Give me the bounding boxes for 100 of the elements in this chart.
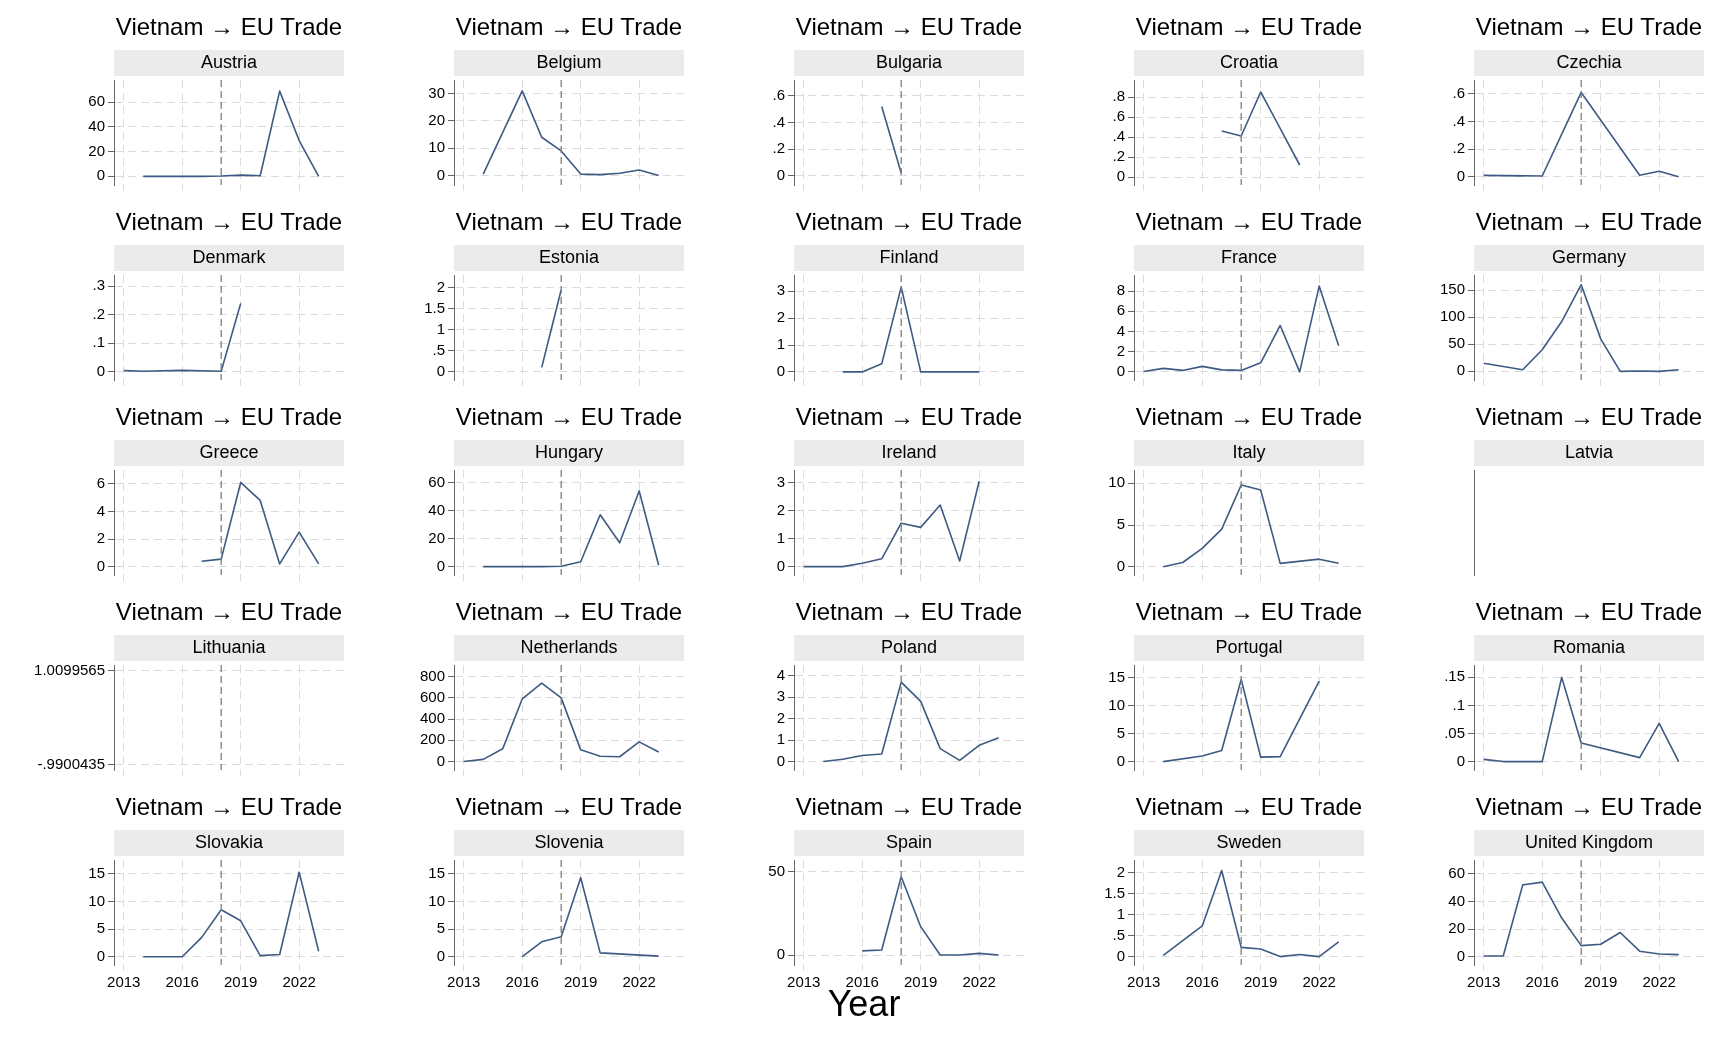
chart-title: Vietnam → EU Trade: [1135, 12, 1363, 40]
y-tick-label: 0: [96, 166, 105, 184]
chart-title: Vietnam → EU Trade: [115, 597, 343, 625]
y-tick-label: 3: [776, 687, 785, 705]
x-tick-label: 2022: [962, 973, 996, 991]
chart-subtitle: Sweden: [1216, 831, 1282, 852]
chart-title: Vietnam → EU Trade: [115, 12, 343, 40]
y-tick-label: 2: [1116, 862, 1125, 880]
y-tick-label: 1.5: [1104, 883, 1125, 901]
y-tick-label: 0: [1456, 751, 1465, 769]
chart-title: Vietnam → EU Trade: [1135, 792, 1363, 820]
y-tick-label: 3: [776, 472, 785, 490]
y-tick-label: 0: [1116, 167, 1125, 185]
chart-title: Vietnam → EU Trade: [115, 207, 343, 235]
chart-title: Vietnam → EU Trade: [795, 792, 1023, 820]
y-tick-label: 15: [1108, 667, 1125, 685]
chart-subtitle: Slovenia: [534, 831, 605, 852]
y-tick-label: 600: [419, 688, 445, 706]
y-tick-label: 0: [776, 165, 785, 183]
chart-subtitle: Romania: [1552, 636, 1626, 657]
y-tick-label: .2: [1112, 147, 1125, 165]
y-tick-label: 1: [776, 730, 785, 748]
y-tick-label: 200: [419, 730, 445, 748]
y-tick-label: .4: [1112, 127, 1125, 145]
chart-title: Vietnam → EU Trade: [455, 597, 683, 625]
x-tick-label: 2016: [1185, 973, 1219, 991]
y-tick-label: 0: [96, 556, 105, 574]
y-tick-label: 0: [1116, 946, 1125, 964]
chart-title: Vietnam → EU Trade: [455, 207, 683, 235]
x-tick-label: 2016: [845, 973, 879, 991]
chart-subtitle: Lithuania: [192, 636, 267, 657]
y-tick-label: 20: [428, 528, 445, 546]
chart-subtitle: United Kingdom: [1524, 831, 1654, 852]
x-tick-label: 2013: [107, 973, 141, 991]
x-tick-label: 2022: [622, 973, 656, 991]
chart-title: Vietnam → EU Trade: [1135, 207, 1363, 235]
y-tick-label: 5: [96, 919, 105, 937]
y-tick-label: .5: [432, 340, 445, 358]
chart-subtitle: Finland: [879, 246, 939, 267]
x-tick-label: 2013: [447, 973, 481, 991]
y-tick-label: 0: [776, 945, 785, 963]
chart-subtitle: Belgium: [536, 51, 602, 72]
y-tick-label: 0: [436, 946, 445, 964]
y-tick-label: 50: [1448, 334, 1465, 352]
y-tick-label: .3: [92, 276, 105, 294]
y-tick-label: 0: [1116, 751, 1125, 769]
y-tick-label: 0: [1456, 361, 1465, 379]
y-tick-label: 800: [419, 666, 445, 684]
y-tick-label: 0: [1456, 946, 1465, 964]
y-tick-label: 60: [88, 92, 105, 110]
y-tick-label: .5: [1112, 925, 1125, 943]
y-tick-label: 30: [428, 83, 445, 101]
x-tick-label: 2022: [1642, 973, 1676, 991]
y-tick-label: 6: [96, 473, 105, 491]
chart-title: Vietnam → EU Trade: [115, 402, 343, 430]
x-tick-label: 2022: [1302, 973, 1336, 991]
y-tick-label: 4: [776, 665, 785, 683]
y-tick-label: 0: [96, 946, 105, 964]
y-tick-label: 1.5: [424, 298, 445, 316]
y-tick-label: 3: [776, 281, 785, 299]
chart-title: Vietnam → EU Trade: [795, 12, 1023, 40]
y-tick-label: 60: [428, 472, 445, 490]
x-tick-label: 2019: [904, 973, 938, 991]
chart-subtitle: Bulgaria: [875, 51, 944, 72]
x-tick-label: 2016: [1525, 973, 1559, 991]
y-tick-label: .6: [772, 86, 785, 104]
y-tick-label: 1: [436, 319, 445, 337]
y-tick-label: 8: [1116, 281, 1125, 299]
x-tick-label: 2013: [787, 973, 821, 991]
chart-subtitle: Netherlands: [520, 636, 618, 657]
y-tick-label: 2: [776, 500, 785, 518]
y-tick-label: .05: [1444, 723, 1465, 741]
y-tick-label: 20: [1448, 919, 1465, 937]
chart-subtitle: Austria: [200, 51, 258, 72]
y-tick-label: 0: [436, 165, 445, 183]
chart-title: Vietnam → EU Trade: [795, 402, 1023, 430]
x-tick-label: 2022: [282, 973, 316, 991]
chart-subtitle: Ireland: [881, 441, 937, 462]
chart-title: Vietnam → EU Trade: [455, 12, 683, 40]
x-tick-label: 2016: [505, 973, 539, 991]
chart-subtitle: Hungary: [534, 441, 604, 462]
y-tick-label: 40: [428, 500, 445, 518]
text: Latvia: [1564, 441, 1614, 462]
x-tick-label: 2019: [1584, 973, 1618, 991]
y-tick-label: 10: [428, 138, 445, 156]
x-tick-label: 2019: [564, 973, 598, 991]
y-tick-label: .2: [772, 139, 785, 157]
y-tick-label: .1: [92, 333, 105, 351]
chart-title: Vietnam → EU Trade: [1135, 597, 1363, 625]
y-tick-label: 10: [428, 891, 445, 909]
x-tick-label: 2019: [224, 973, 258, 991]
y-tick-label: 100: [1439, 307, 1465, 325]
y-tick-label: 0: [776, 556, 785, 574]
y-tick-label: 0: [436, 751, 445, 769]
chart-subtitle: Slovakia: [194, 831, 264, 852]
y-tick-label: 10: [88, 891, 105, 909]
x-tick-label: 2019: [1244, 973, 1278, 991]
y-tick-label: .4: [772, 112, 785, 130]
y-tick-label: 40: [88, 117, 105, 135]
y-tick-label: 5: [436, 919, 445, 937]
